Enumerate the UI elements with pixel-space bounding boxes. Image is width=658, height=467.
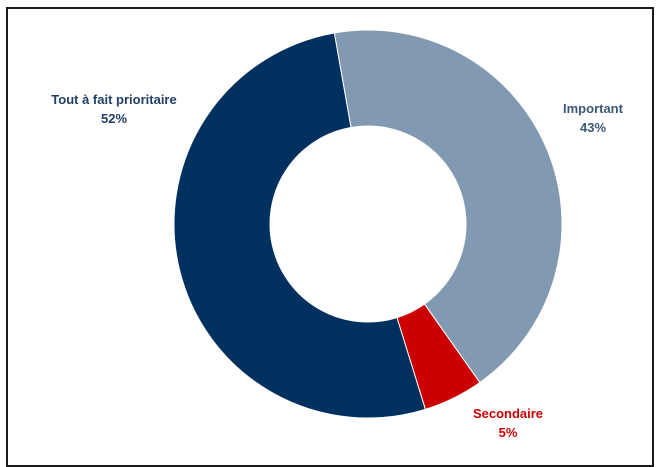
donut-chart: Important 43% Secondaire 5% Tout à fait prio… — [51, 29, 624, 440]
slice-label-name: Important — [563, 101, 624, 116]
slice-label-value: 52% — [101, 111, 127, 126]
slice-label-secondaire: Secondaire 5% — [473, 406, 543, 440]
slice-label-value: 5% — [499, 425, 518, 440]
slice-tout-a-fait-prioritaire — [173, 32, 426, 419]
slice-important — [333, 29, 563, 384]
slice-labels: Important 43% Secondaire 5% Tout à fait prio… — [51, 92, 623, 440]
slice-label-tout-a-fait-prioritaire: Tout à fait prioritaire 52% — [51, 92, 176, 126]
slice-label-name: Secondaire — [473, 406, 543, 421]
slice-label-value: 43% — [580, 120, 606, 135]
slice-label-important: Important 43% — [563, 101, 624, 135]
slice-label-name: Tout à fait prioritaire — [51, 92, 176, 107]
donut-slices — [173, 29, 563, 419]
